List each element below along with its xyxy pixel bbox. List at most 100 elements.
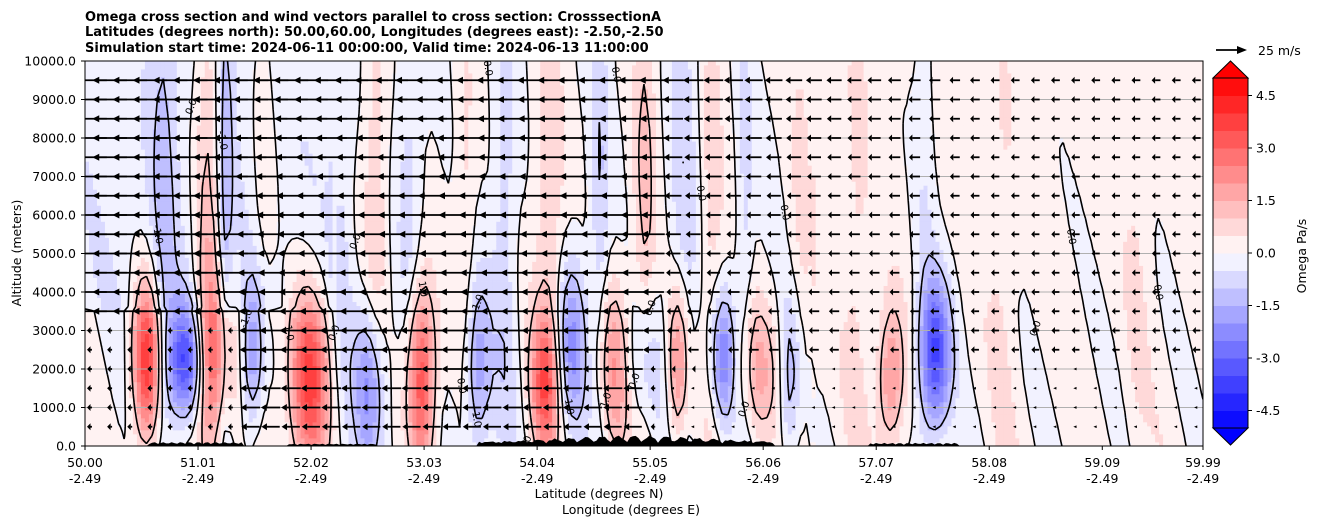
wind-vector <box>380 346 403 354</box>
wind-vector <box>912 406 916 409</box>
wind-vector <box>771 425 775 429</box>
colorbar-segment <box>1213 288 1248 306</box>
wind-vector <box>503 423 522 431</box>
wind-vector <box>320 384 341 392</box>
wind-vector <box>380 365 402 373</box>
colorbar-segment <box>1213 165 1248 184</box>
wind-vector <box>1071 134 1080 142</box>
wind-vector <box>622 307 644 315</box>
wind-vector <box>811 425 815 429</box>
wind-vector <box>1051 153 1060 161</box>
wind-vector <box>622 346 643 354</box>
wind-vector <box>970 346 979 354</box>
contour-label: 0.0 <box>519 434 535 453</box>
wind-vector <box>623 423 642 431</box>
colorbar-segment <box>1213 323 1248 341</box>
colorbar-tick-label: -4.5 <box>1256 403 1280 418</box>
wind-vector <box>807 211 821 219</box>
wind-vector <box>207 346 213 354</box>
wind-vector <box>241 423 260 431</box>
wind-vector <box>665 230 681 238</box>
colorbar-segment <box>1213 410 1248 429</box>
y-tick-label: 7000.0 <box>32 169 76 184</box>
wind-vector <box>1151 230 1161 238</box>
wind-vector <box>929 134 941 142</box>
wind-vector <box>260 404 281 411</box>
y-tick-label: 10000.0 <box>24 54 76 69</box>
wind-vector <box>260 384 281 392</box>
colorbar: -4.5 -3.0 -1.5 0.0 1.5 3.0 4.5 <box>1211 60 1280 446</box>
wind-vector <box>704 134 723 142</box>
wind-vector <box>543 423 562 431</box>
wind-vector <box>127 327 133 334</box>
wind-vector <box>1071 115 1080 123</box>
wind-vector <box>601 288 624 296</box>
wind-vector <box>950 211 960 219</box>
wind-vector <box>1173 386 1178 390</box>
wind-vector <box>650 423 656 431</box>
wind-vector <box>1152 346 1160 354</box>
wind-vector <box>888 173 901 180</box>
wind-vector <box>1153 386 1158 390</box>
colorbar-segment <box>1213 183 1248 201</box>
wind-vector <box>341 384 362 392</box>
wind-vector <box>868 173 881 180</box>
wind-vector <box>299 346 322 354</box>
wind-vector <box>990 153 1000 161</box>
wind-vector <box>440 307 464 315</box>
wind-vector <box>1191 76 1201 84</box>
wind-vector <box>912 367 916 371</box>
wind-vector <box>748 327 759 334</box>
wind-vector <box>767 230 781 238</box>
wind-vector <box>1192 269 1201 277</box>
wind-vector <box>1171 211 1181 219</box>
wind-vector <box>664 173 682 180</box>
colorbar-tick-label: 4.5 <box>1256 88 1276 103</box>
wind-vector <box>786 153 802 161</box>
wind-vector <box>909 211 920 219</box>
wind-vector <box>827 153 841 161</box>
wind-vector <box>1111 76 1121 84</box>
wind-vector <box>1131 134 1141 142</box>
wind-vector <box>745 115 763 123</box>
wind-vector <box>541 327 564 334</box>
x-tick-label-latitude: 59.09 <box>1084 455 1120 470</box>
wind-vector <box>602 327 624 334</box>
wind-vector <box>910 327 920 334</box>
wind-vector <box>851 406 856 409</box>
contour-label: 0.0 <box>694 185 708 203</box>
wind-vector <box>970 76 980 84</box>
wind-vector <box>706 250 721 257</box>
wind-vector <box>1151 173 1161 180</box>
wind-vector <box>1133 367 1137 371</box>
wind-vector <box>1051 96 1060 103</box>
wind-vector <box>1071 269 1080 277</box>
wind-vector <box>888 96 901 103</box>
wind-vector <box>167 404 173 411</box>
wind-vector <box>542 384 563 392</box>
wind-vector <box>744 96 763 103</box>
wind-vector <box>888 134 901 142</box>
wind-vector <box>340 346 362 354</box>
wind-vector <box>207 365 213 373</box>
wind-vector <box>1051 288 1060 296</box>
wind-vector <box>888 153 901 161</box>
y-tick-label: 0.0 <box>56 439 76 454</box>
wind-vector <box>460 327 483 334</box>
wind-vector <box>872 386 876 390</box>
wind-vector <box>909 250 920 257</box>
wind-vector <box>1191 134 1201 142</box>
wind-vector <box>147 384 153 392</box>
x-tick-label-longitude: -2.49 <box>1086 471 1118 486</box>
wind-vector <box>889 269 900 277</box>
wind-vector <box>239 365 262 373</box>
quiver-key-label: 25 m/s <box>1258 43 1301 58</box>
wind-vector <box>950 346 959 354</box>
wind-vector <box>1071 173 1080 180</box>
wind-vector <box>481 346 503 354</box>
wind-vector <box>704 115 723 123</box>
wind-vector <box>1091 134 1100 142</box>
wind-vector <box>991 307 1000 315</box>
x-tick-label-longitude: -2.49 <box>860 471 892 486</box>
wind-vector <box>930 269 940 277</box>
